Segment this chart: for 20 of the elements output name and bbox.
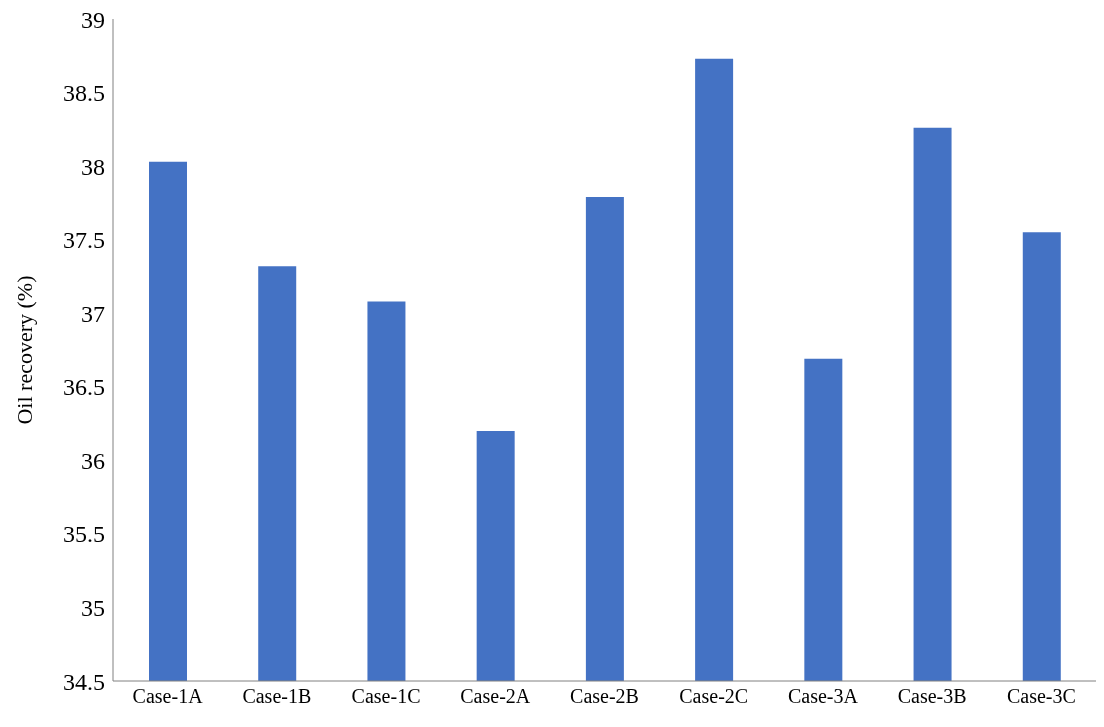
x-tick-label: Case-1C <box>351 685 421 708</box>
x-tick-label: Case-1B <box>242 685 312 708</box>
y-tick-label: 36.5 <box>63 374 105 401</box>
x-tick-label: Case-1A <box>132 685 204 708</box>
y-tick-label: 37 <box>81 300 105 327</box>
y-tick-label: 38.5 <box>63 80 105 107</box>
y-tick-label: 37.5 <box>63 227 105 254</box>
y-tick-label: 39 <box>81 6 105 33</box>
y-axis-title: Oil recovery (%) <box>11 275 37 425</box>
x-tick-label: Case-3A <box>787 685 859 708</box>
x-tick-label: Case-3B <box>897 685 967 708</box>
x-tick-label: Case-2A <box>460 685 531 708</box>
y-tick-label: 35.5 <box>63 521 105 548</box>
y-tick-label: 36 <box>81 447 105 474</box>
y-tick-label: 38 <box>81 153 105 180</box>
x-tick-label: Case-2B <box>570 685 639 708</box>
y-tick-label: 34.5 <box>63 668 105 695</box>
x-tick-label: Case-2C <box>679 685 749 708</box>
x-tick-label: Case-3C <box>1006 685 1076 708</box>
y-tick-label: 35 <box>81 594 105 621</box>
